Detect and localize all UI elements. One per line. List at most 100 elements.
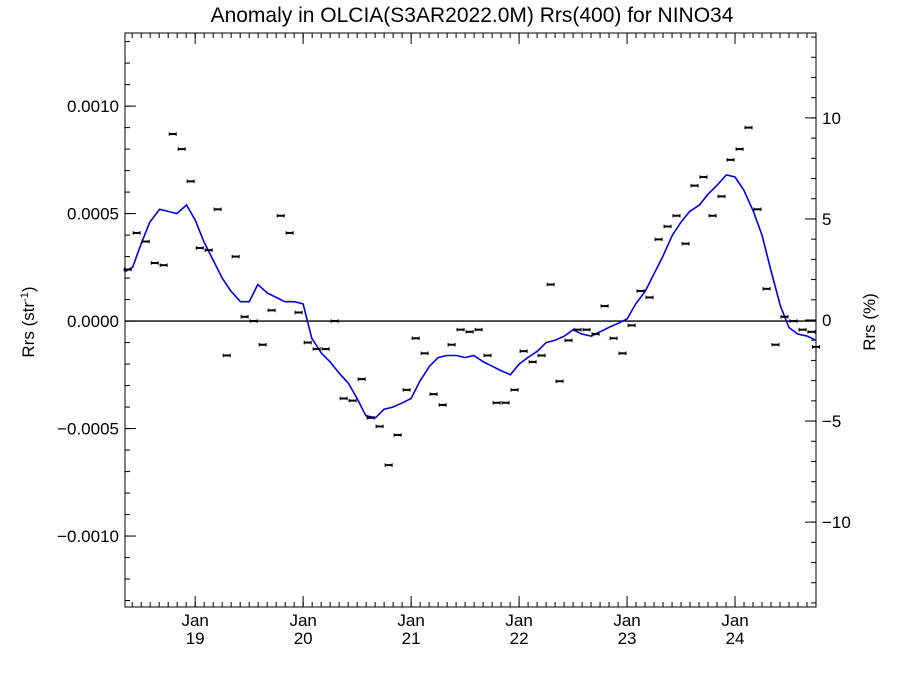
data-point — [186, 179, 195, 184]
data-point — [366, 416, 375, 420]
chart-title: Anomaly in OLCIA(S3AR2022.0M) Rrs(400) f… — [211, 4, 734, 27]
x-tick-year: 22 — [510, 629, 529, 648]
x-tick-year: 20 — [294, 629, 313, 648]
data-point — [213, 207, 222, 212]
data-point — [591, 332, 600, 336]
y-axis-label-close: ) — [19, 286, 38, 292]
data-point — [501, 400, 510, 405]
svg-text:Rrs (str-1): Rrs (str-1) — [19, 286, 38, 357]
y-tick-label: 0.0010 — [67, 97, 119, 116]
data-point — [537, 353, 546, 358]
y2-tick-label: 10 — [822, 109, 841, 128]
data-point — [285, 231, 294, 235]
data-point — [762, 287, 771, 291]
data-point — [321, 347, 330, 351]
data-point — [600, 304, 609, 308]
x-tick-month: Jan — [397, 611, 424, 630]
data-point — [330, 319, 339, 323]
data-point — [771, 342, 780, 347]
data-point — [546, 282, 555, 287]
data-point — [204, 248, 213, 252]
data-point — [654, 237, 663, 242]
data-point — [645, 295, 654, 300]
data-point — [456, 327, 465, 332]
data-point — [231, 254, 240, 259]
data-point — [438, 403, 447, 407]
y-tick-label: −0.0010 — [57, 527, 119, 546]
data-point — [780, 314, 789, 319]
data-point — [447, 342, 456, 347]
data-point — [636, 289, 645, 293]
data-point — [258, 342, 267, 347]
plot-area: 0.0010 0.0005 0.0000 −0.0005 −0.0010 10 5 0 −5 −1… — [57, 32, 851, 648]
y-tick-label: 0.0005 — [67, 205, 119, 224]
data-point — [150, 261, 159, 265]
data-point — [195, 246, 204, 250]
data-point — [276, 213, 285, 218]
data-point — [375, 424, 384, 429]
data-point — [663, 224, 672, 229]
data-point — [222, 353, 231, 358]
x-tick-month: Jan — [289, 611, 316, 630]
data-point — [348, 398, 357, 403]
data-point — [672, 213, 681, 218]
data-point — [717, 194, 726, 199]
x-tick-year: 23 — [618, 629, 637, 648]
y2-tick-label: 0 — [822, 311, 831, 330]
data-point — [708, 213, 717, 218]
data-point — [807, 330, 816, 334]
data-point — [141, 239, 150, 244]
x-tick-year: 19 — [186, 629, 205, 648]
series-line-smoothed — [124, 174, 817, 419]
data-point — [564, 338, 573, 343]
data-point — [420, 351, 429, 356]
x-tick-year: 24 — [726, 629, 745, 648]
data-point — [510, 388, 519, 392]
data-point — [753, 207, 762, 212]
data-point — [483, 353, 492, 358]
x-tick-year: 21 — [402, 629, 421, 648]
data-point — [681, 241, 690, 246]
y2-tick-label: 5 — [822, 210, 831, 229]
data-point — [240, 314, 249, 319]
data-point — [573, 327, 582, 332]
data-point — [519, 349, 528, 353]
data-point — [168, 132, 177, 136]
data-point — [726, 158, 735, 162]
data-point — [402, 388, 411, 392]
x-tick-month: Jan — [181, 611, 208, 630]
data-point — [582, 327, 591, 332]
y2-axis-label: Rrs (%) — [860, 293, 879, 351]
data-point — [132, 231, 141, 235]
data-point — [429, 392, 438, 396]
data-point — [474, 327, 483, 332]
y-axis-label-sup: -1 — [19, 292, 31, 302]
y-tick-label: 0.0000 — [67, 312, 119, 331]
y-axis-label: Rrs (str-1) — [19, 286, 38, 357]
y2-tick-label: −5 — [822, 412, 841, 431]
data-point — [744, 125, 753, 130]
data-point — [123, 267, 132, 272]
data-point — [492, 400, 501, 405]
plot-frame — [124, 32, 817, 608]
x-tick-month: Jan — [613, 611, 640, 630]
data-point — [555, 379, 564, 384]
data-point — [609, 336, 618, 341]
data-point — [159, 263, 168, 267]
data-point — [267, 308, 276, 313]
data-point — [393, 433, 402, 437]
data-point — [798, 327, 807, 332]
data-point — [294, 310, 303, 315]
data-point — [618, 351, 627, 356]
y-axis-label-text: Rrs (str — [19, 302, 38, 358]
data-point — [357, 377, 366, 381]
data-point — [312, 347, 321, 351]
x-tick-month: Jan — [721, 611, 748, 630]
data-point — [411, 336, 420, 341]
data-point — [384, 463, 393, 467]
data-point — [249, 319, 258, 323]
data-point — [699, 175, 708, 179]
data-point — [177, 147, 186, 151]
y2-tick-label: −10 — [822, 513, 851, 532]
